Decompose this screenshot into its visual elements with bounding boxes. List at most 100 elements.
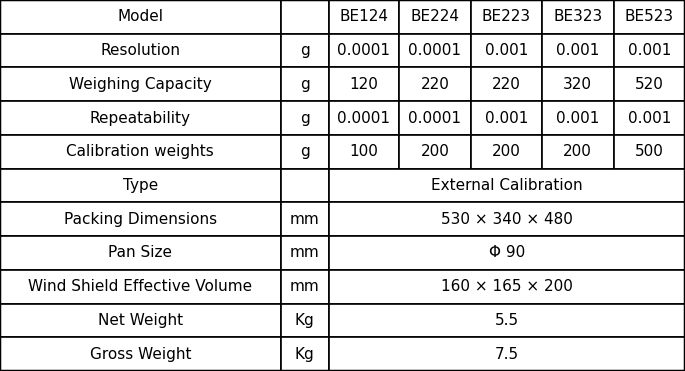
- Text: Kg: Kg: [295, 347, 314, 362]
- Text: BE223: BE223: [482, 9, 531, 24]
- Text: 200: 200: [492, 144, 521, 159]
- Text: Kg: Kg: [295, 313, 314, 328]
- Text: External Calibration: External Calibration: [431, 178, 583, 193]
- Bar: [614, 101, 685, 135]
- Bar: [281, 68, 329, 101]
- Bar: [614, 135, 685, 169]
- Bar: [0, 0, 281, 34]
- Text: 0.001: 0.001: [556, 111, 599, 125]
- Text: 520: 520: [635, 77, 664, 92]
- Bar: [614, 68, 685, 101]
- Bar: [399, 135, 471, 169]
- Text: 0.0001: 0.0001: [408, 43, 462, 58]
- Text: 0.0001: 0.0001: [338, 43, 390, 58]
- Bar: [329, 135, 399, 169]
- Bar: [0, 68, 281, 101]
- Bar: [329, 34, 399, 68]
- Bar: [0, 270, 281, 303]
- Text: Weighing Capacity: Weighing Capacity: [69, 77, 212, 92]
- Bar: [281, 236, 329, 270]
- Text: mm: mm: [290, 246, 320, 260]
- Text: mm: mm: [290, 212, 320, 227]
- Text: 500: 500: [635, 144, 664, 159]
- Bar: [329, 0, 399, 34]
- Text: 0.001: 0.001: [627, 43, 671, 58]
- Bar: [329, 68, 399, 101]
- Bar: [0, 303, 281, 337]
- Bar: [281, 270, 329, 303]
- Bar: [542, 101, 614, 135]
- Text: Gross Weight: Gross Weight: [90, 347, 191, 362]
- Bar: [329, 270, 685, 303]
- Bar: [329, 169, 685, 202]
- Bar: [0, 202, 281, 236]
- Bar: [471, 135, 542, 169]
- Text: 0.001: 0.001: [485, 43, 528, 58]
- Text: 0.001: 0.001: [627, 111, 671, 125]
- Bar: [399, 68, 471, 101]
- Text: 320: 320: [563, 77, 593, 92]
- Text: 160 × 165 × 200: 160 × 165 × 200: [441, 279, 573, 294]
- Bar: [329, 303, 685, 337]
- Text: Repeatability: Repeatability: [90, 111, 191, 125]
- Bar: [0, 101, 281, 135]
- Bar: [399, 101, 471, 135]
- Text: BE323: BE323: [553, 9, 602, 24]
- Bar: [542, 135, 614, 169]
- Bar: [329, 337, 685, 371]
- Bar: [0, 34, 281, 68]
- Bar: [329, 202, 685, 236]
- Bar: [0, 135, 281, 169]
- Text: Packing Dimensions: Packing Dimensions: [64, 212, 217, 227]
- Bar: [329, 236, 685, 270]
- Text: Model: Model: [117, 9, 163, 24]
- Text: Type: Type: [123, 178, 158, 193]
- Bar: [0, 169, 281, 202]
- Text: Net Weight: Net Weight: [98, 313, 183, 328]
- Text: BE523: BE523: [625, 9, 674, 24]
- Text: 220: 220: [421, 77, 449, 92]
- Text: 7.5: 7.5: [495, 347, 519, 362]
- Text: 100: 100: [349, 144, 378, 159]
- Bar: [0, 337, 281, 371]
- Bar: [281, 303, 329, 337]
- Text: Wind Shield Effective Volume: Wind Shield Effective Volume: [28, 279, 253, 294]
- Text: 120: 120: [349, 77, 378, 92]
- Text: 0.0001: 0.0001: [408, 111, 462, 125]
- Bar: [471, 101, 542, 135]
- Text: g: g: [300, 43, 310, 58]
- Text: 0.0001: 0.0001: [338, 111, 390, 125]
- Text: g: g: [300, 111, 310, 125]
- Text: Calibration weights: Calibration weights: [66, 144, 214, 159]
- Text: 0.001: 0.001: [556, 43, 599, 58]
- Bar: [471, 34, 542, 68]
- Bar: [281, 101, 329, 135]
- Bar: [281, 0, 329, 34]
- Text: 220: 220: [492, 77, 521, 92]
- Bar: [281, 169, 329, 202]
- Text: g: g: [300, 77, 310, 92]
- Bar: [0, 236, 281, 270]
- Bar: [329, 101, 399, 135]
- Bar: [281, 135, 329, 169]
- Bar: [542, 34, 614, 68]
- Bar: [471, 68, 542, 101]
- Text: 530 × 340 × 480: 530 × 340 × 480: [441, 212, 573, 227]
- Bar: [471, 0, 542, 34]
- Bar: [281, 202, 329, 236]
- Text: Φ 90: Φ 90: [488, 246, 525, 260]
- Text: 0.001: 0.001: [485, 111, 528, 125]
- Bar: [399, 0, 471, 34]
- Bar: [399, 34, 471, 68]
- Text: Pan Size: Pan Size: [108, 246, 173, 260]
- Text: 200: 200: [421, 144, 449, 159]
- Text: 5.5: 5.5: [495, 313, 519, 328]
- Text: 200: 200: [563, 144, 593, 159]
- Bar: [614, 34, 685, 68]
- Text: BE224: BE224: [410, 9, 460, 24]
- Bar: [281, 337, 329, 371]
- Bar: [542, 68, 614, 101]
- Text: BE124: BE124: [340, 9, 388, 24]
- Bar: [614, 0, 685, 34]
- Text: mm: mm: [290, 279, 320, 294]
